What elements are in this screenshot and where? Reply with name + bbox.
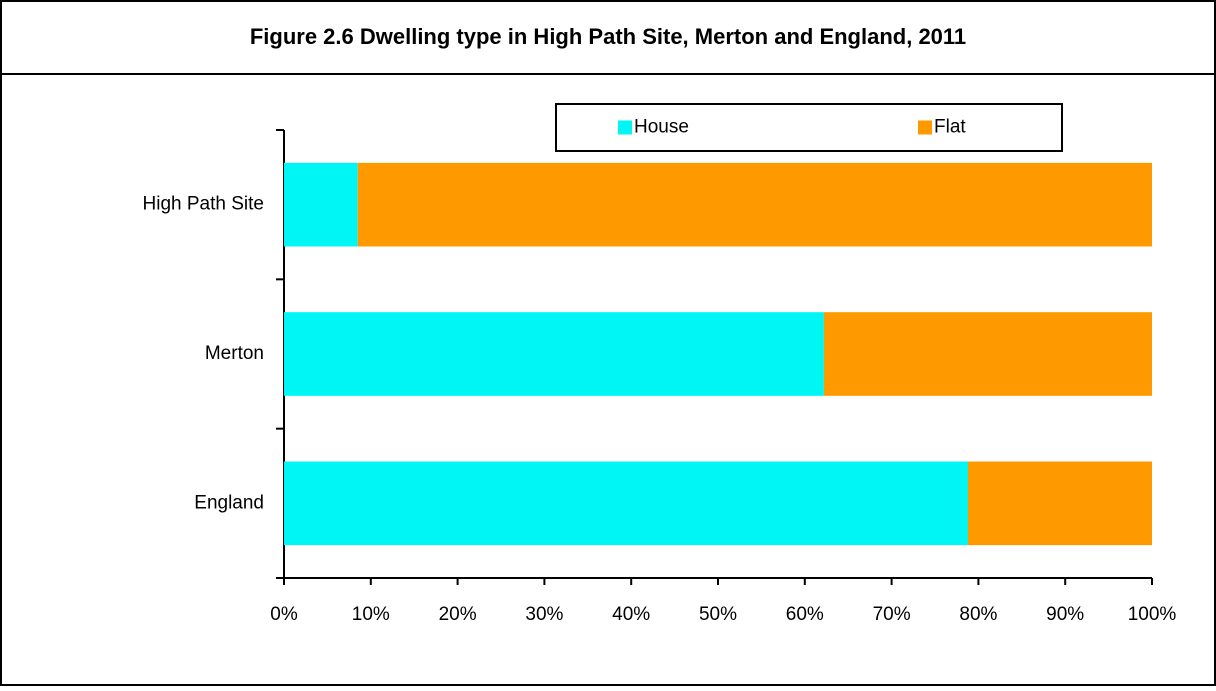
- x-tick-label: 40%: [612, 604, 650, 625]
- x-tick-label: 30%: [525, 604, 563, 625]
- legend-box: [555, 103, 1063, 152]
- x-tick-label: 20%: [439, 604, 477, 625]
- x-tick-label: 60%: [786, 604, 824, 625]
- bar-segment: [284, 162, 358, 247]
- x-tick-label: 0%: [270, 604, 298, 625]
- bar-segment: [967, 461, 1152, 546]
- x-tick-label: 10%: [352, 604, 390, 625]
- x-tick-label: 100%: [1128, 604, 1177, 625]
- legend-swatch: [918, 120, 932, 135]
- bar-segment: [284, 461, 968, 546]
- legend-swatch: [618, 120, 632, 135]
- y-tick-label: High Path Site: [143, 194, 264, 215]
- bar-segment: [284, 312, 824, 396]
- x-tick-label: 90%: [1046, 604, 1084, 625]
- legend-label: Flat: [934, 117, 966, 138]
- chart-title: Figure 2.6 Dwelling type in High Path Si…: [250, 24, 966, 49]
- legend-label: House: [634, 117, 689, 138]
- x-tick-label: 70%: [873, 604, 911, 625]
- y-tick-label: Merton: [205, 343, 264, 364]
- x-tick-label: 50%: [699, 604, 737, 625]
- x-tick-label: 80%: [959, 604, 997, 625]
- bar-segment: [823, 312, 1152, 396]
- bar-segment: [357, 162, 1152, 247]
- y-tick-label: England: [194, 492, 264, 513]
